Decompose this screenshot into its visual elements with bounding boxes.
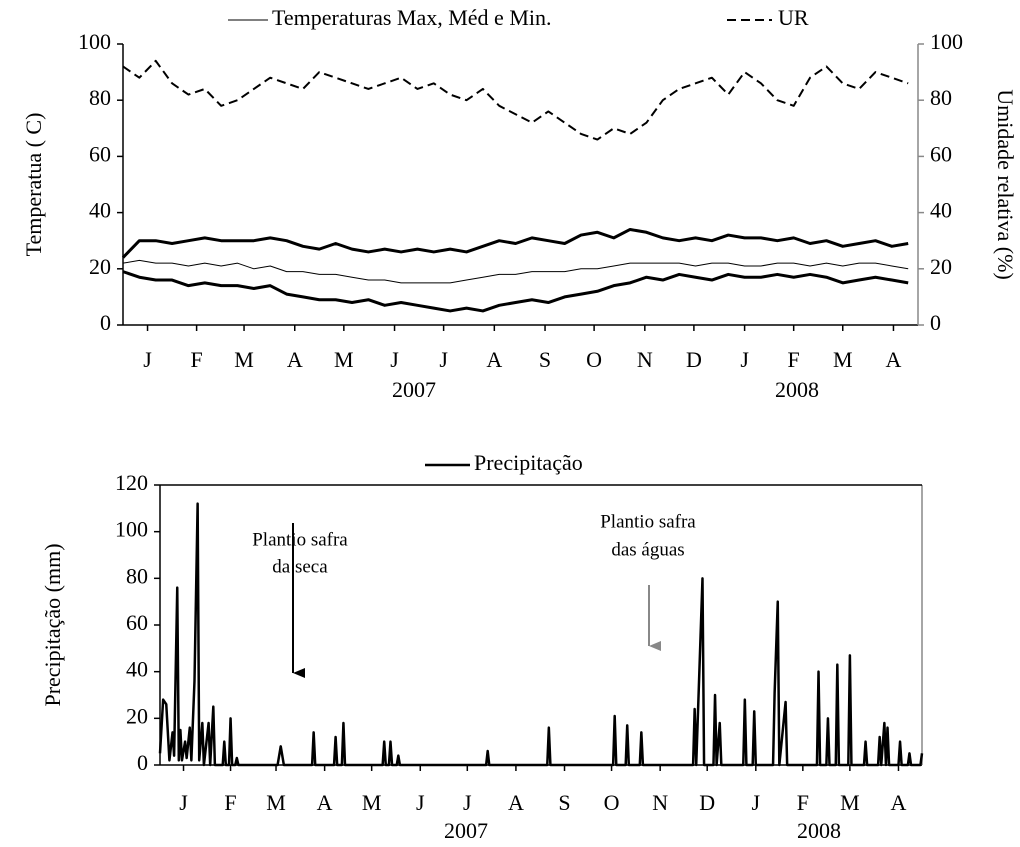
y-tick-label: 40 [89,198,111,223]
year-label: 2008 [775,377,819,402]
data-line [122,259,909,284]
data-line [122,270,909,313]
y2-axis-title: Umidade relativa (%) [993,89,1018,280]
data-line [122,59,909,141]
data-line [121,227,909,259]
annotation: das águas [611,539,684,560]
x-tick-label: M [266,790,286,815]
y-tick-label: 100 [78,29,111,54]
y-axis-title: Precipitação (mm) [40,543,65,706]
x-tick-label: A [886,347,902,372]
legend-label: Precipitação [474,450,583,475]
legend-label: Temperaturas Max, Méd e Min. [272,5,552,30]
x-tick-label: A [508,790,524,815]
x-tick-label: F [788,347,800,372]
x-tick-label: S [539,347,551,372]
y2-tick-label: 0 [930,310,941,335]
y-tick-label: 100 [115,517,148,542]
x-tick-label: J [752,790,761,815]
y-axis-title: Temperatua ( C) [21,113,46,257]
x-tick-label: M [334,347,354,372]
y2-tick-label: 20 [930,254,952,279]
x-tick-label: A [287,347,303,372]
x-tick-label: A [486,347,502,372]
y-tick-label: 80 [126,563,148,588]
year-label: 2007 [392,377,436,402]
data-line [158,502,924,767]
x-tick-label: D [699,790,715,815]
y-tick-label: 60 [89,141,111,166]
x-tick-label: F [797,790,809,815]
y-tick-label: 120 [115,470,148,495]
y2-tick-label: 60 [930,141,952,166]
y-tick-label: 20 [126,703,148,728]
chart-panel: 0 20 40 60 80 100 120 J F M A M J J A S O N D J F M A 2007 2008 P… [40,450,924,843]
x-tick-label: S [558,790,570,815]
y2-tick-label: 40 [930,198,952,223]
x-tick-label: J [179,790,188,815]
x-tick-label: J [416,790,425,815]
annotation: Plantio safra [600,511,696,532]
year-label: 2007 [444,818,488,843]
y-tick-label: 0 [100,310,111,335]
y-tick-label: 40 [126,657,148,682]
annotation: Plantio safra [252,529,348,550]
x-tick-label: J [390,347,399,372]
annotation: da seca [272,556,328,577]
legend-label: UR [778,5,809,30]
x-tick-label: N [637,347,653,372]
x-tick-label: F [190,347,202,372]
x-tick-label: A [891,790,907,815]
x-tick-label: D [686,347,702,372]
x-tick-label: J [740,347,749,372]
x-tick-label: M [234,347,254,372]
x-tick-label: J [143,347,152,372]
x-tick-label: O [586,347,602,372]
y-tick-label: 20 [89,254,111,279]
chart-panel: 0 20 40 60 80 100 0 20 40 60 80 100 J F M A M J J A S O N D J F M A… [21,5,1018,402]
x-tick-label: O [604,790,620,815]
x-tick-label: M [362,790,382,815]
x-tick-label: J [463,790,472,815]
y2-tick-label: 100 [930,29,963,54]
x-tick-label: N [652,790,668,815]
x-tick-label: M [840,790,860,815]
x-tick-label: F [224,790,236,815]
year-label: 2008 [797,818,841,843]
x-tick-label: A [317,790,333,815]
y-tick-label: 80 [89,85,111,110]
y-tick-label: 60 [126,610,148,635]
y-tick-label: 0 [137,750,148,775]
y2-tick-label: 80 [930,85,952,110]
x-tick-label: J [439,347,448,372]
x-tick-label: M [833,347,853,372]
